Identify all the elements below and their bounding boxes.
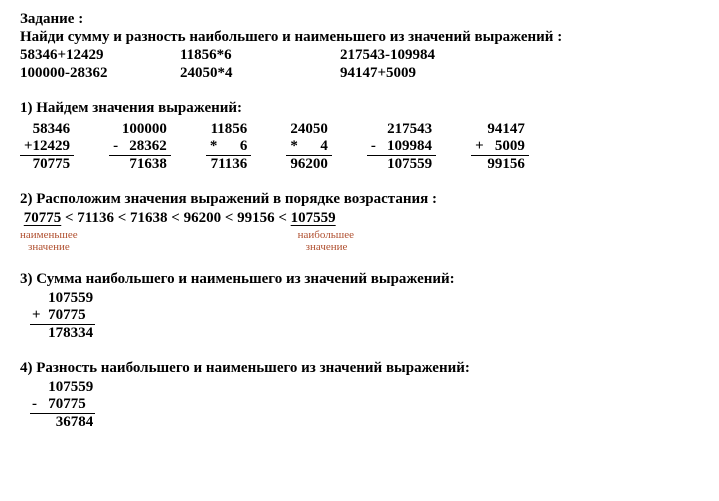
step2-inequality: 70775 < 71136 < 71638 < 96200 < 99156 < … (20, 210, 699, 227)
calc-b: - 109984 (367, 138, 436, 156)
calc-a: 58346 (20, 121, 74, 138)
problem-3: 217543-109984 (340, 47, 440, 64)
label-min-1: наименьшее (20, 229, 78, 241)
calc-a: 100000 (109, 121, 171, 138)
calc-b: * 4 (286, 138, 332, 156)
calc-r: 70775 (20, 156, 74, 173)
step3-b: + 70775 (30, 307, 95, 325)
calc-b: * 6 (206, 138, 252, 156)
label-max-1: наибольшее (298, 229, 354, 241)
calc-r: 99156 (471, 156, 529, 173)
calc-r: 107559 (367, 156, 436, 173)
calc-col-1: 100000- 2836271638 (109, 121, 171, 173)
step3-title: 3) Сумма наибольшего и наименьшего из зн… (20, 271, 699, 288)
calc-b: + 5009 (471, 138, 529, 156)
calc-r: 71638 (109, 156, 171, 173)
calc-col-2: 11856* 671136 (206, 121, 252, 173)
label-max: наибольшее значение (298, 229, 354, 253)
calc-col-4: 217543- 109984107559 (367, 121, 436, 173)
problems-row-2: 100000-28362 24050*4 94147+5009 (20, 65, 699, 82)
calc-r: 71136 (206, 156, 252, 173)
problems-row-1: 58346+12429 11856*6 217543-109984 (20, 47, 699, 64)
problem-6: 94147+5009 (340, 65, 440, 82)
step3-r: 178334 (30, 325, 95, 342)
calc-b: +12429 (20, 138, 74, 156)
problem-4: 100000-28362 (20, 65, 120, 82)
calc-a: 24050 (286, 121, 332, 138)
step4-calc: 107559 - 70775 36784 (30, 379, 95, 431)
calc-a: 11856 (206, 121, 252, 138)
task-title: Задание : (20, 11, 699, 28)
label-min-2: значение (20, 241, 78, 253)
step4-title: 4) Разность наибольшего и наименьшего из… (20, 360, 699, 377)
step1-calculations: 58346+1242970775100000- 283627163811856*… (20, 121, 699, 173)
calc-a: 94147 (471, 121, 529, 138)
calc-a: 217543 (367, 121, 436, 138)
step4-b: - 70775 (30, 396, 95, 414)
step3-a: 107559 (30, 290, 95, 307)
step3-calc: 107559 + 70775 178334 (30, 290, 95, 342)
calc-col-5: 94147+ 500999156 (471, 121, 529, 173)
task-instruction: Найди сумму и разность наибольшего и наи… (20, 29, 699, 46)
step2-labels: наименьшее значение наибольшее значение (20, 229, 699, 253)
problem-2: 11856*6 (180, 47, 280, 64)
step2-title: 2) Расположим значения выражений в поряд… (20, 191, 699, 208)
step2-max: 107559 (291, 210, 336, 226)
step4-r: 36784 (30, 414, 95, 431)
label-max-2: значение (298, 241, 354, 253)
problem-1: 58346+12429 (20, 47, 120, 64)
label-min: наименьшее значение (20, 229, 78, 253)
calc-r: 96200 (286, 156, 332, 173)
problem-5: 24050*4 (180, 65, 280, 82)
calc-b: - 28362 (109, 138, 171, 156)
step1-title: 1) Найдем значения выражений: (20, 100, 699, 117)
calc-col-0: 58346+1242970775 (20, 121, 74, 173)
step4-a: 107559 (30, 379, 95, 396)
calc-col-3: 24050* 496200 (286, 121, 332, 173)
step2-chain: < 71136 < 71638 < 96200 < 99156 < (61, 210, 290, 226)
step2-min: 70775 (24, 210, 62, 226)
